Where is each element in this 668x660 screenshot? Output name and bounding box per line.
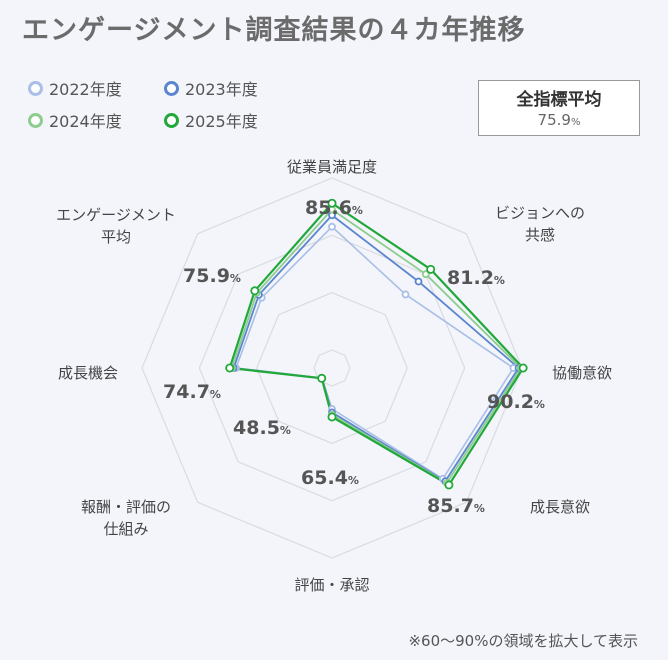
value-label-number: 65.4 [301,467,348,489]
value-label-number: 81.2 [447,267,494,289]
legend-item-2023: 2023年度 [164,76,258,100]
value-label-unit: % [534,398,545,411]
value-label-unit: % [352,204,363,217]
axis-label-line: 仕組み [103,520,148,538]
value-label-unit: % [210,388,221,401]
legend-item-2022: 2022年度 [28,76,122,100]
average-number: 75.9 [537,111,571,129]
value-label-unit: % [348,474,359,487]
value-label-5: 48.5% [233,417,291,439]
value-label-number: 85.7 [427,495,474,517]
average-value: 75.9% [479,111,639,129]
legend-marker-2023 [164,80,179,96]
data-point-3-2 [518,363,528,373]
axis-label-1: ビジョンへの共感 [495,204,585,244]
axis-label-line: 共感 [525,226,555,244]
value-label-7: 75.9% [183,265,241,287]
grid-ring-3 [141,177,523,559]
legend-marker-2025 [164,112,179,128]
axis-label-line: 協働意欲 [552,364,612,382]
axis-label-0: 従業員満足度 [287,158,377,176]
legend-item-2025: 2025年度 [164,108,258,132]
data-point-3-1 [426,264,436,274]
axis-label-5: 報酬・評価の仕組み [81,498,171,538]
legend-label-2023: 2023年度 [185,80,258,99]
legend-marker-2022 [28,80,43,96]
axis-label-4: 評価・承認 [294,576,369,594]
data-point-3-3 [444,480,454,490]
grid-ring-0 [313,349,351,387]
grid-ring-2 [198,234,466,502]
page-title: エンゲージメント調査結果の４カ年推移 [22,15,526,46]
value-label-unit: % [494,274,505,287]
average-unit: % [570,117,581,128]
legend-marker-2024 [28,112,43,128]
axis-label-6: 成長機会 [58,364,118,382]
data-point-1-1 [414,277,423,286]
chart-footnote: ※60～90%の領域を拡大して表示 [408,632,638,650]
value-label-number: 75.9 [183,265,230,287]
value-label-1: 81.2% [447,267,505,289]
legend-label-2024: 2024年度 [49,112,122,131]
legend-label-2025: 2025年度 [185,112,258,131]
data-point-3-4 [327,412,337,422]
axis-label-line: 成長機会 [58,364,118,382]
value-label-6: 74.7% [163,381,221,403]
average-label: 全指標平均 [516,90,602,110]
value-label-number: 90.2 [487,391,534,413]
legend-item-2024: 2024年度 [28,108,122,132]
data-point-0-1 [401,290,410,299]
axis-label-3: 成長意欲 [530,498,590,516]
axis-label-line: 評価・承認 [294,576,369,594]
axis-label-2: 協働意欲 [552,364,612,382]
data-point-3-0 [327,198,337,208]
data-point-3-5 [317,373,327,383]
axis-label-line: ビジョンへの [495,204,585,222]
value-label-4: 65.4% [301,467,359,489]
legend-label-2022: 2022年度 [49,80,122,99]
axis-label-line: 平均 [101,228,131,246]
data-point-3-6 [225,363,235,373]
value-label-2: 90.2% [487,391,545,413]
value-label-number: 74.7 [163,381,210,403]
grid-ring-1 [256,292,408,444]
axis-label-7: エンゲージメント平均 [56,206,176,246]
value-label-unit: % [280,424,291,437]
axis-label-line: エンゲージメント [56,206,176,224]
average-summary-box: 全指標平均 75.9% [478,80,640,136]
value-label-unit: % [474,502,485,515]
value-label-number: 85.6 [305,197,352,219]
value-label-number: 48.5 [233,417,280,439]
axis-label-line: 成長意欲 [530,498,590,516]
axis-label-line: 報酬・評価の [81,498,171,516]
value-label-unit: % [230,272,241,285]
axis-label-line: 従業員満足度 [287,158,377,176]
value-label-0: 85.6% [305,197,363,219]
data-point-2-1 [421,270,430,279]
value-label-3: 85.7% [427,495,485,517]
data-point-3-7 [250,286,260,296]
data-point-0-0 [328,222,336,231]
